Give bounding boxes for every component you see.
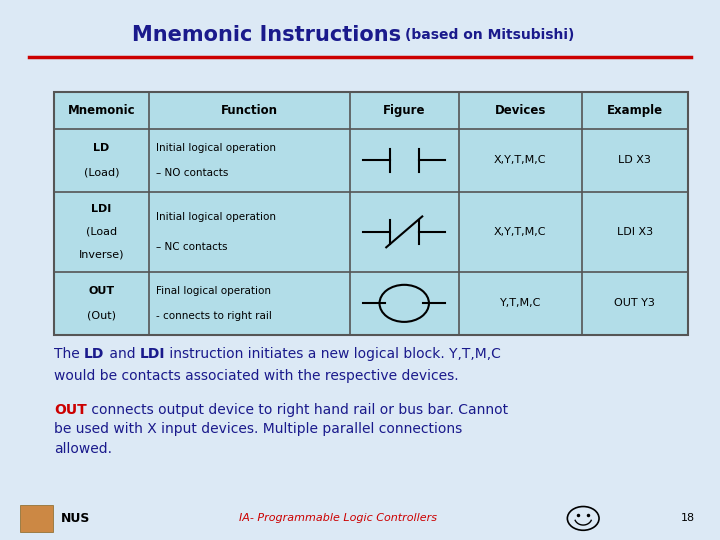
Text: NUS: NUS [61,512,91,525]
Text: Y,T,M,C: Y,T,M,C [500,299,541,308]
Text: Function: Function [221,104,278,117]
Text: Mnemonic: Mnemonic [68,104,135,117]
Text: 18: 18 [680,514,695,523]
Text: – NC contacts: – NC contacts [156,242,228,252]
Text: LDI X3: LDI X3 [617,227,653,237]
Text: OUT: OUT [54,403,86,417]
Text: LD X3: LD X3 [618,156,651,165]
Text: be used with X input devices. Multiple parallel connections: be used with X input devices. Multiple p… [54,422,462,436]
FancyBboxPatch shape [20,505,53,532]
Text: X,Y,T,M,C: X,Y,T,M,C [494,227,546,237]
Text: LD: LD [84,347,104,361]
Text: would be contacts associated with the respective devices.: would be contacts associated with the re… [54,369,459,383]
FancyBboxPatch shape [54,92,688,335]
Text: Figure: Figure [383,104,426,117]
Text: LDI: LDI [91,204,112,214]
Text: – NO contacts: – NO contacts [156,168,229,178]
Text: The: The [54,347,84,361]
Text: LDI: LDI [140,347,165,361]
Text: OUT Y3: OUT Y3 [614,299,655,308]
Text: connects output device to right hand rail or bus bar. Cannot: connects output device to right hand rai… [86,403,508,417]
Text: LD: LD [94,143,109,153]
Text: (based on Mitsubishi): (based on Mitsubishi) [405,28,575,42]
Text: IA- Programmable Logic Controllers: IA- Programmable Logic Controllers [239,514,438,523]
Text: allowed.: allowed. [54,442,112,456]
Text: and: and [104,347,140,361]
Text: Initial logical operation: Initial logical operation [156,212,276,222]
Text: Devices: Devices [495,104,546,117]
Text: instruction initiates a new logical block. Y,T,M,C: instruction initiates a new logical bloc… [165,347,501,361]
Text: X,Y,T,M,C: X,Y,T,M,C [494,156,546,165]
Text: Example: Example [607,104,663,117]
Text: (Load): (Load) [84,168,120,178]
Text: Inverse): Inverse) [78,250,125,260]
Text: Mnemonic Instructions: Mnemonic Instructions [132,25,401,45]
Text: Initial logical operation: Initial logical operation [156,143,276,153]
Text: (Load: (Load [86,227,117,237]
Text: OUT: OUT [89,286,114,296]
Text: Final logical operation: Final logical operation [156,286,271,296]
Text: (Out): (Out) [87,311,116,321]
Text: - connects to right rail: - connects to right rail [156,311,272,321]
